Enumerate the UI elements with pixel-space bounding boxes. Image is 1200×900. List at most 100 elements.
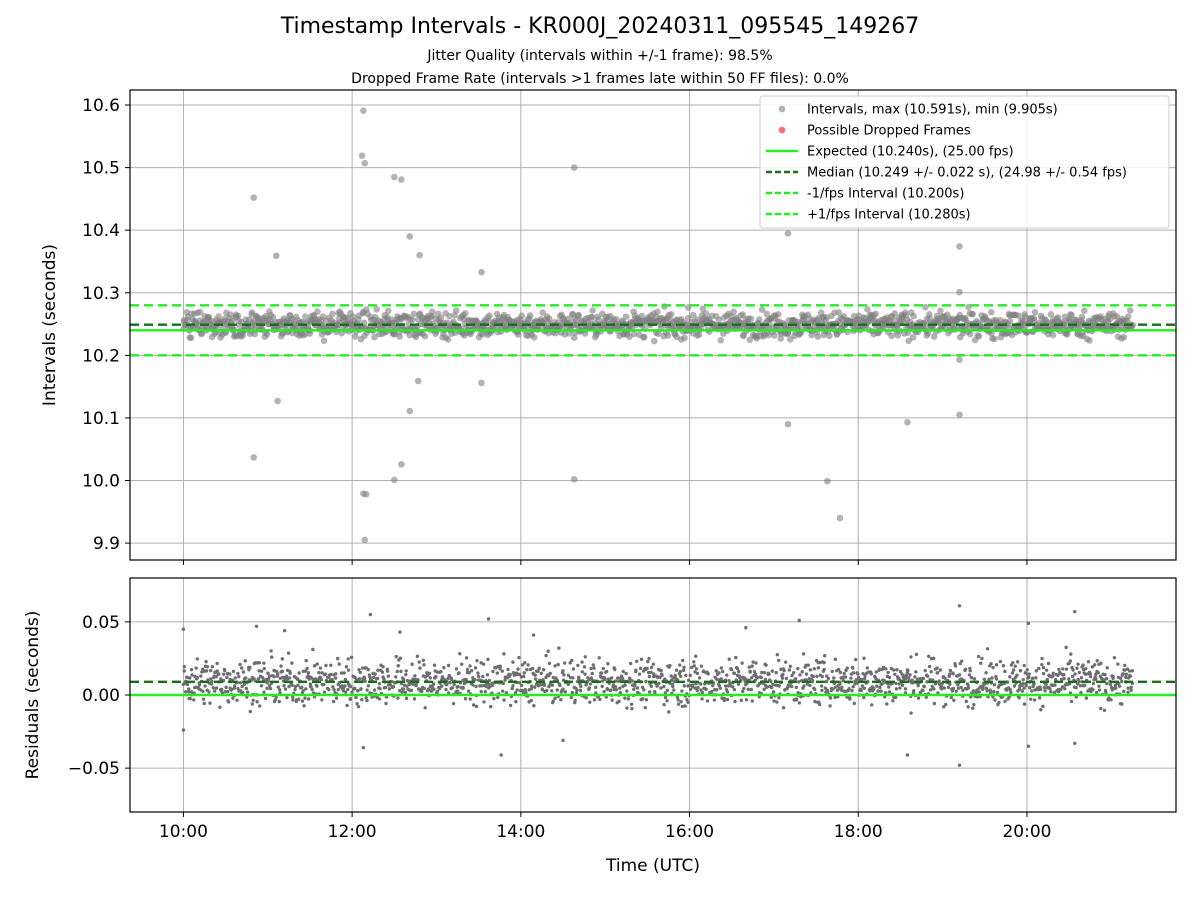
residual-point xyxy=(500,669,505,673)
residual-point xyxy=(544,653,548,658)
residual-point xyxy=(971,706,975,710)
residual-point xyxy=(1093,663,1097,667)
residual-point xyxy=(787,684,791,688)
residual-point xyxy=(476,671,480,675)
residual-point xyxy=(236,671,240,676)
residual-point xyxy=(964,699,968,704)
residual-point xyxy=(695,671,700,676)
residual-point xyxy=(187,687,191,691)
residual-point xyxy=(753,672,758,676)
residual-point xyxy=(692,660,696,664)
residual-point xyxy=(755,676,760,680)
residual-point xyxy=(678,669,683,674)
interval-outlier-point xyxy=(406,233,414,240)
residual-point xyxy=(1105,681,1109,686)
residual-point xyxy=(301,689,305,693)
residual-point xyxy=(515,688,519,692)
residual-point xyxy=(284,674,289,678)
residual-point xyxy=(678,674,683,679)
residual-point xyxy=(862,676,867,681)
residual-point xyxy=(1063,686,1067,691)
residual-point xyxy=(222,672,226,676)
residual-point xyxy=(860,684,865,688)
residual-point xyxy=(590,671,594,676)
residual-point xyxy=(306,670,311,675)
residual-point xyxy=(1062,672,1066,677)
legend-label: Median (10.249 +/- 0.022 s), (24.98 +/- … xyxy=(807,166,1127,181)
residual-point xyxy=(679,700,683,704)
residual-point xyxy=(474,684,478,689)
residual-point xyxy=(613,685,618,689)
residual-point xyxy=(290,683,294,687)
residual-point xyxy=(329,672,333,677)
residual-point xyxy=(510,686,514,691)
residual-point xyxy=(226,700,231,704)
residual-point xyxy=(508,703,513,708)
residual-point xyxy=(296,683,300,687)
residual-point xyxy=(630,707,634,711)
residual-point xyxy=(1003,669,1007,674)
interval-point xyxy=(444,336,452,343)
interval-point xyxy=(385,307,392,315)
residual-point xyxy=(542,683,547,687)
residual-point xyxy=(315,684,319,688)
interval-outlier-point xyxy=(956,356,963,364)
residual-point xyxy=(251,698,255,702)
residual-point xyxy=(365,698,369,703)
interval-point xyxy=(991,335,998,343)
residual-point xyxy=(1008,675,1012,679)
residual-point xyxy=(951,686,956,691)
bottom-ytick-label: 0.00 xyxy=(82,686,120,706)
residual-outlier-point xyxy=(1026,744,1031,748)
residual-point xyxy=(343,690,348,694)
residual-point xyxy=(306,674,310,678)
residual-point xyxy=(923,668,927,673)
residual-point xyxy=(1122,689,1126,694)
residual-outlier-point xyxy=(531,633,536,637)
residual-point xyxy=(1061,667,1065,671)
interval-point xyxy=(622,313,630,320)
residual-point xyxy=(360,698,364,702)
residual-point xyxy=(428,676,432,680)
residual-point xyxy=(390,679,394,684)
residual-point xyxy=(410,662,414,666)
residual-point xyxy=(673,673,677,678)
residual-point xyxy=(739,698,743,703)
interval-outlier-point xyxy=(784,230,792,237)
residual-point xyxy=(547,661,552,666)
residual-point xyxy=(601,666,606,671)
residual-point xyxy=(446,676,450,681)
residual-point xyxy=(759,675,764,680)
residual-point xyxy=(533,677,538,681)
residual-point xyxy=(1012,684,1017,688)
residual-point xyxy=(355,677,359,682)
residual-point xyxy=(273,698,278,702)
residual-point xyxy=(1117,684,1122,688)
residual-point xyxy=(1059,677,1064,682)
residual-point xyxy=(969,675,974,680)
residual-point xyxy=(914,670,918,674)
residual-point xyxy=(383,685,388,690)
residual-point xyxy=(394,675,398,679)
residual-point xyxy=(226,689,230,694)
residual-point xyxy=(262,666,266,671)
residual-point xyxy=(663,691,667,695)
residual-point xyxy=(1075,666,1079,670)
residual-point xyxy=(819,684,824,688)
interval-point xyxy=(630,330,638,338)
residual-point xyxy=(984,671,988,675)
residual-point xyxy=(942,705,946,709)
residual-point xyxy=(533,685,537,689)
interval-point xyxy=(575,312,582,319)
residual-point xyxy=(579,684,583,689)
residual-point xyxy=(520,663,525,667)
residual-point xyxy=(906,676,911,680)
residual-point xyxy=(464,677,468,682)
top-grid xyxy=(130,90,1176,560)
residual-point xyxy=(771,690,776,694)
residual-point xyxy=(485,673,490,677)
residual-point xyxy=(719,666,724,670)
residual-point xyxy=(502,698,506,702)
residual-point xyxy=(293,684,298,689)
interval-point xyxy=(975,333,983,340)
